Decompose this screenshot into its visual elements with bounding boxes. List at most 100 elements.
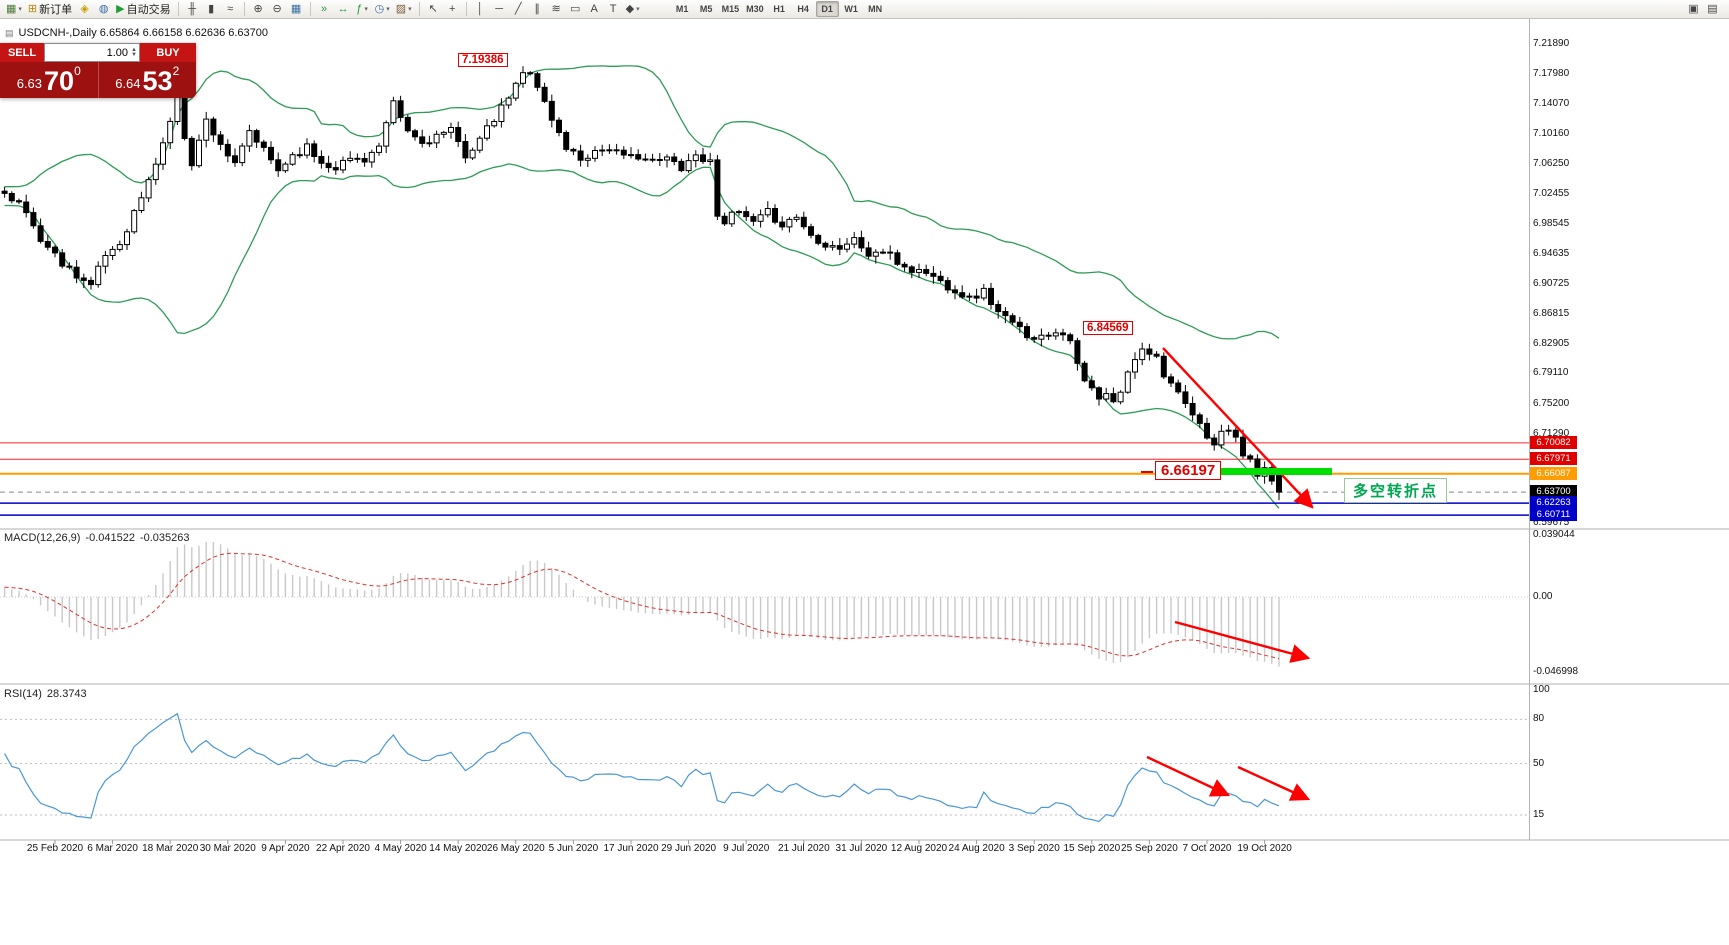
text-button[interactable]: A xyxy=(585,1,604,18)
templates-icon: ▨ xyxy=(395,2,407,15)
timeframe-m5-button[interactable]: M5 xyxy=(695,1,718,17)
equidistant-channel-icon: ∥ xyxy=(534,2,540,15)
volume-spinner[interactable]: ▲ ▼ xyxy=(131,46,137,58)
auto-scroll-icon: » xyxy=(321,2,328,15)
text-label-button[interactable]: T xyxy=(604,1,623,18)
window-layout-icon: ▤ xyxy=(1707,2,1718,15)
timeframe-h4-button[interactable]: H4 xyxy=(792,1,815,17)
crosshair-button[interactable]: + xyxy=(443,1,462,18)
arrows-button[interactable]: ◆ ▾ xyxy=(623,1,643,18)
date-axis-label: 4 May 2020 xyxy=(374,843,427,854)
price-axis-label: 6.79110 xyxy=(1533,367,1569,379)
date-axis-label: 6 Mar 2020 xyxy=(87,843,138,854)
metaeditor-button[interactable]: ◈ xyxy=(75,1,94,18)
price-axis-label: 6.59675 xyxy=(1533,517,1570,528)
auto-scroll-button[interactable]: » xyxy=(315,1,334,18)
tile-windows-button[interactable]: ▦ xyxy=(287,1,306,18)
toolbar-separator xyxy=(243,2,245,16)
buy-button[interactable]: BUY xyxy=(140,43,196,62)
templates-button[interactable]: ▨ ▾ xyxy=(393,1,415,18)
new-order-label: 新订单 xyxy=(39,4,73,16)
window-layout-button[interactable]: ▤ xyxy=(1703,1,1722,18)
chart-list-icon: ▤ xyxy=(5,27,14,38)
price-tag: 6.63700 xyxy=(1530,485,1577,499)
rsi-title-text: RSI(14) xyxy=(4,688,42,700)
tile-windows-icon: ▦ xyxy=(290,2,302,15)
periods-button[interactable]: ◷ ▾ xyxy=(372,1,393,18)
vertical-line-button[interactable]: │ xyxy=(471,1,490,18)
date-axis-label: 12 Aug 2020 xyxy=(890,843,948,854)
chart-shift-button[interactable]: ↔ xyxy=(334,1,353,18)
chart-ohlc-header: ▤ USDCNH-,Daily 6.65864 6.66158 6.62636 … xyxy=(5,27,268,39)
buy-price-point: 2 xyxy=(172,64,180,78)
timeframe-d1-button[interactable]: D1 xyxy=(815,1,839,17)
line-chart-button[interactable]: ≈ xyxy=(221,1,240,18)
text-label-icon: T xyxy=(609,2,617,15)
timeframe-mn-button[interactable]: MN xyxy=(864,1,887,17)
date-axis-label: 21 Jul 2020 xyxy=(777,843,830,854)
bar-chart-button[interactable]: ╫ xyxy=(183,1,202,18)
date-axis-label: 7 Oct 2020 xyxy=(1182,843,1232,854)
new-order-button[interactable]: ⊞ 新订单 xyxy=(25,1,75,18)
candlestick-chart-icon: ▮ xyxy=(208,2,215,15)
shapes-button[interactable]: ▭ xyxy=(566,1,585,18)
timeframe-m30-button[interactable]: M30 xyxy=(743,1,767,17)
cursor-icon: ↖ xyxy=(428,2,438,15)
open-charts-button[interactable]: ▣ xyxy=(1684,1,1703,18)
trade-row-prices: 6.63 70 0 6.64 53 2 xyxy=(0,62,196,98)
timeframe-m1-button[interactable]: M1 xyxy=(671,1,694,17)
auto-trading-label: 自动交易 xyxy=(126,4,171,16)
trendline-button[interactable]: ╱ xyxy=(509,1,528,18)
macd-main-value: -0.041522 xyxy=(85,532,135,544)
toolbar: ▦ ▾ ⊞ 新订单 ◈ ◍ ▶ 自动交易 ╫ ▮ ≈ ⊕ ⊖ ▦» ↔ ƒ ▾ ◷ ▾ ▨ ▾ ↖ + │ ─ ╱ ∥ ≋ ▭ A T ◆ ▾ … xyxy=(0,0,1729,19)
cursor-button[interactable]: ↖ xyxy=(424,1,443,18)
fibonacci-retracement-button[interactable]: ≋ xyxy=(547,1,566,18)
zoom-out-button[interactable]: ⊖ xyxy=(268,1,287,18)
sell-button[interactable]: SELL xyxy=(0,43,44,62)
macd-axis-label: -0.046998 xyxy=(1533,666,1579,678)
arrows-icon: ◆ xyxy=(625,2,635,15)
date-axis-label: 25 Feb 2020 xyxy=(26,843,84,854)
rsi-axis-label: 15 xyxy=(1533,808,1545,820)
sell-price-big-figure: 6.63 xyxy=(16,76,43,91)
new-chart-button[interactable]: ▦ ▾ xyxy=(3,1,25,18)
date-axis-label: 9 Apr 2020 xyxy=(261,843,310,854)
ohlc-text: USDCNH-,Daily 6.65864 6.66158 6.62636 6.… xyxy=(18,27,269,39)
dropdown-caret-icon: ▾ xyxy=(18,6,22,13)
auto-trading-button[interactable]: ▶ 自动交易 xyxy=(113,1,173,18)
spinner-up-icon[interactable]: ▲ xyxy=(131,46,137,53)
toolbar-right: ▣ ▤ xyxy=(1684,1,1722,18)
timeframe-m15-button[interactable]: M15 xyxy=(719,1,743,17)
auto-trading-icon: ▶ xyxy=(116,2,125,15)
dropdown-caret-icon: ▾ xyxy=(408,6,412,13)
buy-price[interactable]: 6.64 53 2 xyxy=(97,62,197,98)
new-chart-icon: ▦ xyxy=(6,2,17,15)
trendline-icon: ╱ xyxy=(514,2,522,15)
data-window-button[interactable]: ◍ xyxy=(94,1,113,18)
indicators-button[interactable]: ƒ ▾ xyxy=(353,1,372,18)
timeframe-h1-button[interactable]: H1 xyxy=(768,1,791,17)
date-axis-label: 17 Jun 2020 xyxy=(603,843,659,854)
shapes-icon: ▭ xyxy=(569,2,581,15)
timeframe-w1-button[interactable]: W1 xyxy=(840,1,863,17)
zoom-in-icon: ⊕ xyxy=(253,2,263,15)
candlestick-chart-button[interactable]: ▮ xyxy=(202,1,221,18)
horizontal-line-button[interactable]: ─ xyxy=(490,1,509,18)
data-window-icon: ◍ xyxy=(98,2,109,15)
volume-value: 1.00 xyxy=(106,46,129,59)
zoom-in-button[interactable]: ⊕ xyxy=(249,1,268,18)
macd-axis-label: 0.00 xyxy=(1533,591,1553,602)
sell-price[interactable]: 6.63 70 0 xyxy=(0,62,98,98)
macd-axis-label: 0.039044 xyxy=(1533,528,1575,540)
volume-field[interactable]: 1.00 ▲ ▼ xyxy=(44,43,140,62)
date-axis-label: 19 Oct 2020 xyxy=(1237,843,1292,854)
buy-price-big-figure: 6.64 xyxy=(115,76,141,91)
date-axis-label: 31 Jul 2020 xyxy=(835,843,888,854)
spinner-down-icon[interactable]: ▼ xyxy=(131,51,137,58)
text-icon: A xyxy=(590,2,598,15)
equidistant-channel-button[interactable]: ∥ xyxy=(528,1,547,18)
date-axis-label: 25 Sep 2020 xyxy=(1121,843,1178,854)
